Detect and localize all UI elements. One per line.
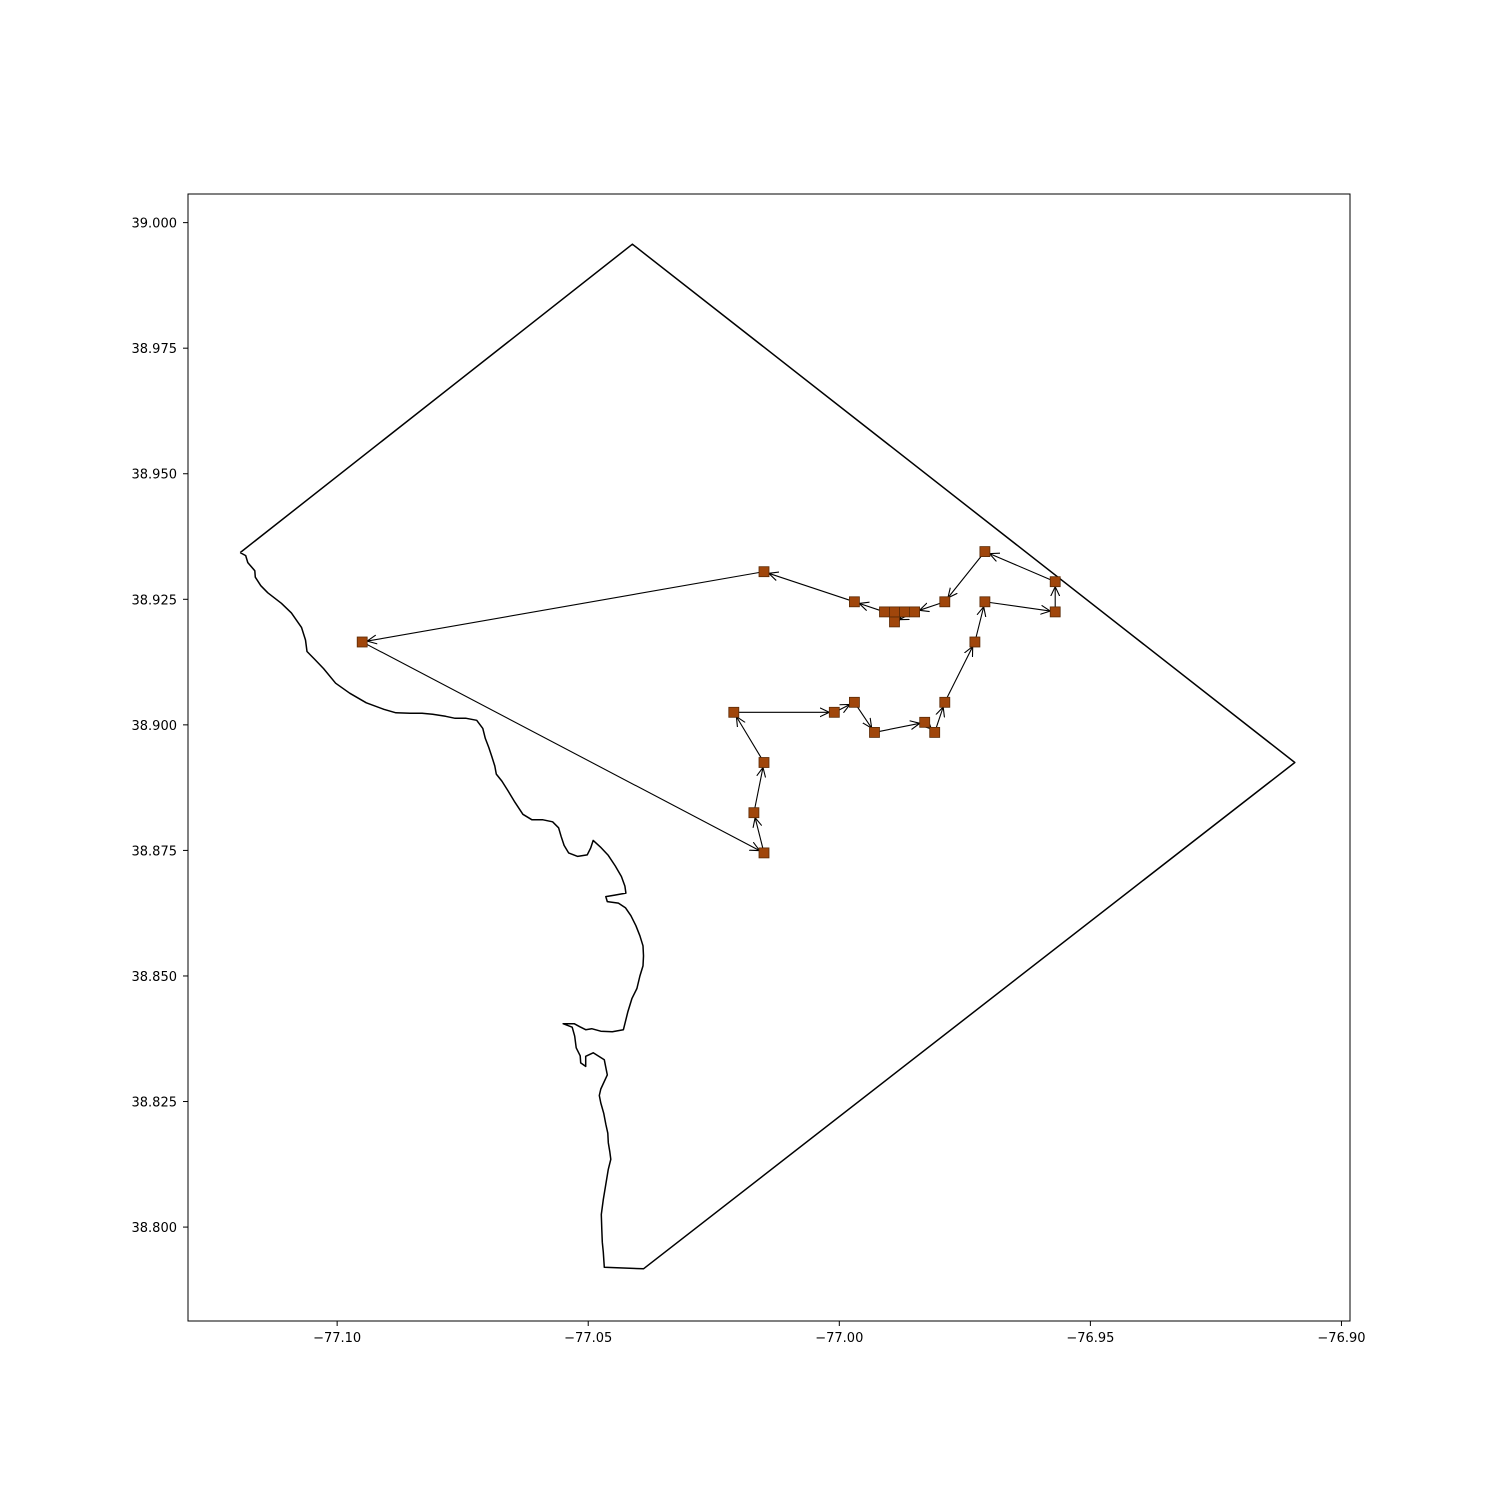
stop-marker xyxy=(869,727,880,738)
y-tick-label: 38.825 xyxy=(132,1096,178,1111)
route-arrow xyxy=(736,717,762,759)
stop-marker xyxy=(929,727,941,738)
stop-marker xyxy=(356,636,368,648)
stop-marker xyxy=(758,847,770,859)
y-tick-label: 39.000 xyxy=(132,217,178,232)
route-stop-markers xyxy=(356,546,1061,859)
stop-marker xyxy=(849,596,860,608)
y-tick-label: 38.800 xyxy=(132,1221,178,1236)
stop-marker xyxy=(758,566,770,578)
route-arrow xyxy=(990,554,1051,581)
route-arrow xyxy=(838,705,850,711)
y-tick-label: 38.925 xyxy=(132,593,178,608)
stop-marker xyxy=(1049,606,1061,618)
stop-marker xyxy=(939,696,951,708)
stop-marker xyxy=(828,706,840,718)
route-arrow xyxy=(769,573,850,601)
stop-marker xyxy=(939,596,951,608)
stop-marker xyxy=(919,716,931,728)
y-tick-label: 38.850 xyxy=(132,970,178,985)
stop-marker xyxy=(879,606,890,618)
y-axis: 39.000 38.975 38.950 38.925 38.900 38.875 38.8… xyxy=(132,217,188,1236)
stop-marker xyxy=(1049,576,1061,588)
axes-frame xyxy=(187,193,1351,1322)
x-tick-label: −76.90 xyxy=(1317,1331,1365,1346)
route-arrow xyxy=(989,601,1050,612)
y-tick-label: 38.900 xyxy=(132,719,178,734)
route-arrow xyxy=(975,607,984,638)
stop-marker xyxy=(889,606,900,618)
y-tick-label: 38.975 xyxy=(132,342,178,357)
route-arrows xyxy=(367,554,1055,851)
stop-marker xyxy=(909,606,920,618)
stop-marker xyxy=(889,616,900,628)
x-tick-label: −77.00 xyxy=(815,1331,863,1346)
x-tick-label: −76.95 xyxy=(1066,1331,1114,1346)
route-arrow xyxy=(856,706,872,728)
route-arrow xyxy=(919,603,941,610)
stop-marker xyxy=(979,596,991,608)
x-axis: −77.10 −77.05 −77.00 −76.95 −76.90 xyxy=(313,1321,1366,1346)
y-tick-label: 38.875 xyxy=(132,844,178,859)
route-arrow xyxy=(367,571,760,642)
route-arrow xyxy=(948,555,983,598)
dc-boundary-outline xyxy=(239,243,1296,1270)
stop-marker xyxy=(979,546,991,557)
route-arrow xyxy=(946,647,973,699)
route-arrow xyxy=(366,643,760,850)
stop-marker xyxy=(758,757,770,768)
route-arrow xyxy=(754,767,763,808)
route-arrow xyxy=(879,723,919,732)
route-arrow xyxy=(936,707,943,728)
y-tick-label: 38.950 xyxy=(132,468,178,483)
route-arrow xyxy=(755,818,764,849)
x-tick-label: −77.10 xyxy=(313,1331,361,1346)
stop-marker xyxy=(899,606,910,618)
stop-marker xyxy=(969,636,981,648)
stop-marker xyxy=(849,696,860,708)
plot-area xyxy=(239,243,1296,1270)
stop-marker xyxy=(748,807,760,819)
x-tick-label: −77.05 xyxy=(564,1331,612,1346)
stop-marker xyxy=(728,706,740,718)
route-arrow xyxy=(859,603,880,610)
